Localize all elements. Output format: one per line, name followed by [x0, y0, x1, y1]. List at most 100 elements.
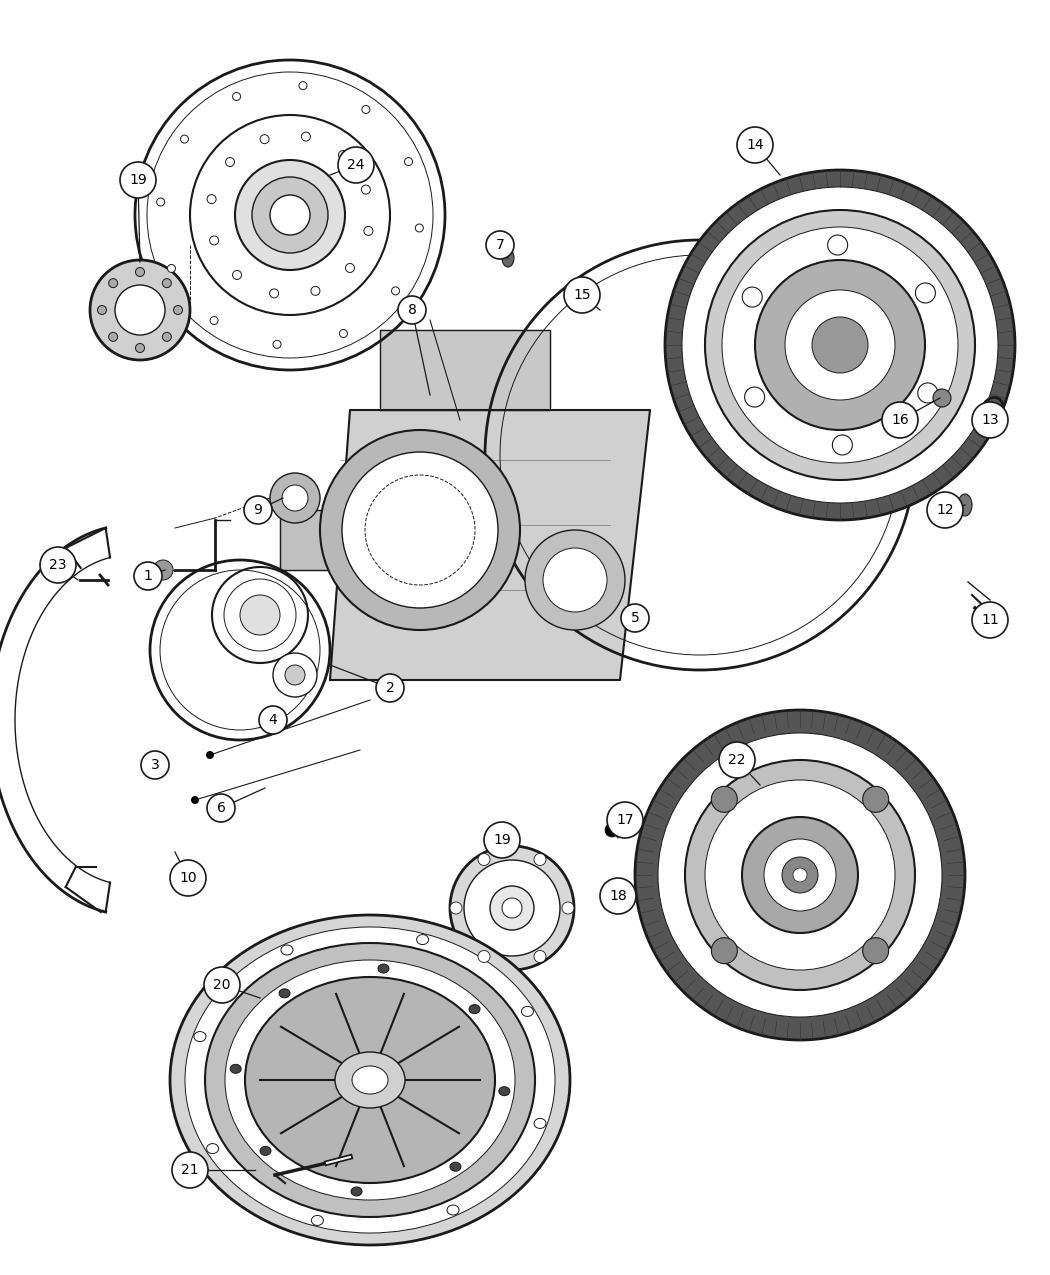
Ellipse shape [534, 1118, 546, 1128]
Ellipse shape [170, 915, 570, 1244]
Text: 2: 2 [385, 681, 395, 695]
Circle shape [665, 170, 1015, 520]
Ellipse shape [156, 198, 165, 207]
Text: 9: 9 [253, 504, 262, 516]
Circle shape [682, 187, 998, 504]
Ellipse shape [499, 1086, 510, 1095]
Circle shape [711, 937, 737, 964]
Circle shape [916, 283, 936, 303]
Ellipse shape [339, 329, 348, 338]
Text: 14: 14 [747, 138, 763, 152]
Circle shape [134, 562, 162, 590]
Ellipse shape [135, 343, 145, 352]
Ellipse shape [502, 249, 514, 266]
Circle shape [744, 388, 764, 407]
Circle shape [534, 853, 546, 866]
Ellipse shape [226, 158, 234, 167]
Text: 22: 22 [729, 754, 746, 768]
Ellipse shape [447, 1205, 459, 1215]
Circle shape [833, 435, 853, 455]
Circle shape [259, 706, 287, 734]
Circle shape [764, 839, 836, 912]
Circle shape [562, 901, 574, 914]
Circle shape [564, 277, 600, 312]
Circle shape [240, 595, 280, 635]
Ellipse shape [205, 944, 536, 1218]
Ellipse shape [173, 306, 183, 315]
Circle shape [782, 857, 818, 892]
Ellipse shape [273, 340, 281, 348]
Circle shape [270, 473, 320, 523]
Circle shape [285, 666, 304, 685]
Circle shape [607, 802, 643, 838]
Circle shape [525, 530, 625, 630]
Circle shape [252, 177, 328, 252]
Circle shape [972, 402, 1008, 439]
Ellipse shape [416, 224, 423, 232]
Polygon shape [330, 411, 650, 680]
Ellipse shape [311, 287, 320, 296]
Ellipse shape [108, 279, 118, 288]
Circle shape [90, 260, 190, 360]
Circle shape [338, 147, 374, 184]
Circle shape [605, 822, 620, 836]
Ellipse shape [417, 935, 428, 945]
Ellipse shape [279, 989, 290, 998]
Circle shape [863, 787, 888, 812]
Text: 17: 17 [616, 813, 634, 827]
Text: 12: 12 [937, 504, 953, 516]
Text: 24: 24 [348, 158, 364, 172]
Ellipse shape [260, 1146, 271, 1155]
Ellipse shape [210, 316, 218, 325]
Ellipse shape [364, 227, 373, 236]
Circle shape [933, 389, 951, 407]
Ellipse shape [362, 106, 370, 113]
Ellipse shape [230, 1065, 242, 1074]
Circle shape [244, 496, 272, 524]
Ellipse shape [232, 270, 242, 279]
Text: 13: 13 [981, 413, 999, 427]
Circle shape [600, 878, 636, 914]
Ellipse shape [98, 306, 106, 315]
Ellipse shape [392, 287, 400, 295]
Circle shape [755, 260, 925, 430]
Ellipse shape [210, 236, 218, 245]
Ellipse shape [450, 1163, 461, 1172]
Circle shape [742, 287, 762, 307]
Circle shape [464, 861, 560, 956]
Text: 10: 10 [180, 871, 196, 885]
Circle shape [827, 235, 847, 255]
Ellipse shape [335, 1052, 405, 1108]
Circle shape [153, 560, 173, 580]
Polygon shape [380, 330, 550, 411]
Text: 8: 8 [407, 303, 417, 317]
Circle shape [658, 733, 942, 1017]
Text: 7: 7 [496, 238, 504, 252]
Text: 21: 21 [182, 1163, 198, 1177]
Circle shape [191, 796, 200, 805]
Ellipse shape [301, 133, 311, 142]
Ellipse shape [163, 279, 171, 288]
Ellipse shape [135, 268, 145, 277]
Ellipse shape [312, 1215, 323, 1225]
Circle shape [484, 822, 520, 858]
Ellipse shape [168, 264, 175, 273]
Circle shape [450, 901, 462, 914]
Text: 16: 16 [891, 413, 909, 427]
Circle shape [609, 885, 623, 899]
Circle shape [450, 847, 574, 970]
Ellipse shape [245, 977, 495, 1183]
Circle shape [621, 604, 649, 632]
Ellipse shape [299, 82, 307, 89]
Ellipse shape [194, 1031, 206, 1042]
Circle shape [705, 210, 975, 479]
Ellipse shape [361, 185, 371, 194]
Circle shape [635, 710, 965, 1040]
Text: 15: 15 [573, 288, 591, 302]
Circle shape [927, 492, 963, 528]
Ellipse shape [270, 289, 278, 298]
Text: 5: 5 [631, 611, 639, 625]
Ellipse shape [345, 264, 355, 273]
Circle shape [376, 674, 404, 703]
Circle shape [206, 751, 214, 759]
